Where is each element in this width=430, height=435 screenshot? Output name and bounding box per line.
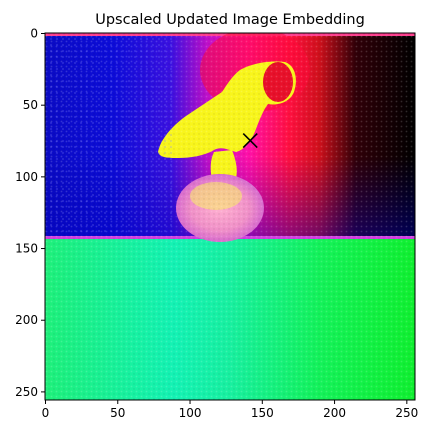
y-tick-label: 0 xyxy=(30,27,38,41)
y-tick-label: 250 xyxy=(15,385,38,399)
x-tick-label: 0 xyxy=(42,406,50,420)
x-tick-label: 150 xyxy=(251,406,274,420)
x-axis: 0 50 100 150 200 250 xyxy=(42,400,418,420)
y-tick-label: 150 xyxy=(15,242,38,256)
y-tick-label: 200 xyxy=(15,313,38,327)
x-tick-label: 50 xyxy=(110,406,125,420)
x-tick-label: 200 xyxy=(323,406,346,420)
embedding-image xyxy=(45,33,415,400)
chart-title: Upscaled Updated Image Embedding xyxy=(95,12,365,28)
x-tick-label: 250 xyxy=(395,406,418,420)
x-marker-stroke xyxy=(242,132,258,149)
axes-frame xyxy=(44,32,416,401)
texture-overlay-blue xyxy=(45,33,175,236)
y-axis: 0 50 100 150 200 250 xyxy=(15,27,45,399)
x-tick-label: 100 xyxy=(179,406,202,420)
y-tick-label: 100 xyxy=(15,170,38,184)
x-marker xyxy=(242,132,258,149)
y-tick-label: 50 xyxy=(23,98,38,112)
